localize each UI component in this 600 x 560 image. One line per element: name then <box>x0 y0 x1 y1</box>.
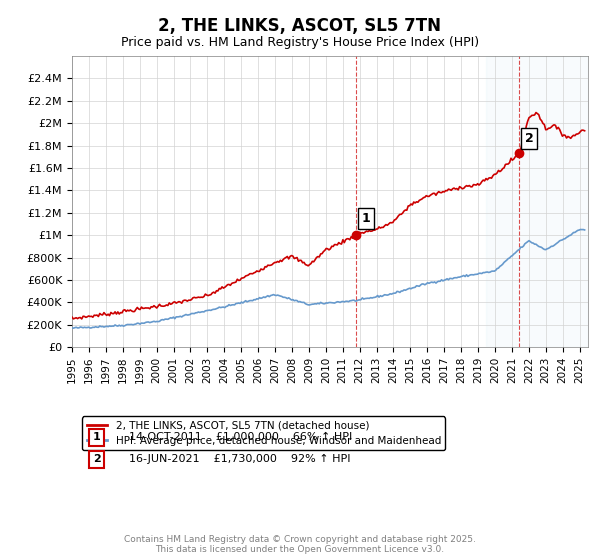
Text: 14-OCT-2011    £1,000,000    66% ↑ HPI: 14-OCT-2011 £1,000,000 66% ↑ HPI <box>129 432 352 442</box>
Text: 2: 2 <box>524 132 533 145</box>
Bar <box>487 56 588 347</box>
Text: 16-JUN-2021    £1,730,000    92% ↑ HPI: 16-JUN-2021 £1,730,000 92% ↑ HPI <box>129 454 350 464</box>
Text: Contains HM Land Registry data © Crown copyright and database right 2025.
This d: Contains HM Land Registry data © Crown c… <box>124 535 476 554</box>
Text: 2: 2 <box>92 454 100 464</box>
Legend: 2, THE LINKS, ASCOT, SL5 7TN (detached house), HPI: Average price, detached hous: 2, THE LINKS, ASCOT, SL5 7TN (detached h… <box>82 417 445 450</box>
Text: 1: 1 <box>361 212 370 225</box>
Text: 2, THE LINKS, ASCOT, SL5 7TN: 2, THE LINKS, ASCOT, SL5 7TN <box>158 17 442 35</box>
Text: 1: 1 <box>92 432 100 442</box>
Text: Price paid vs. HM Land Registry's House Price Index (HPI): Price paid vs. HM Land Registry's House … <box>121 36 479 49</box>
